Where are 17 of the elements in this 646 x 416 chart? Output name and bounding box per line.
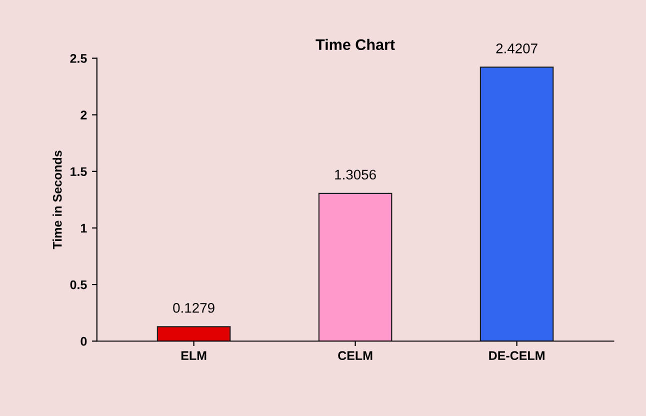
bar (156, 326, 231, 342)
bar (480, 66, 554, 342)
y-tick-label: 1.5 (70, 167, 87, 176)
x-tick-label: ELM (181, 351, 206, 360)
y-tick-label: 2 (80, 110, 87, 120)
chart-title: Time Chart (316, 38, 395, 50)
data-label: 0.1279 (173, 302, 214, 313)
x-tick-label: CELM (338, 351, 372, 360)
y-axis-title: Time in Seconds (52, 150, 62, 250)
y-tick-label: 2.5 (70, 54, 87, 63)
x-tick-label: DE-CELM (489, 351, 544, 360)
y-tick-label: 1 (81, 224, 87, 232)
y-tick-label: 0 (80, 336, 87, 346)
bar (318, 192, 392, 342)
data-label: 2.4207 (496, 44, 538, 54)
data-label: 1.3056 (335, 170, 376, 180)
y-tick-label: 0.5 (70, 280, 87, 290)
